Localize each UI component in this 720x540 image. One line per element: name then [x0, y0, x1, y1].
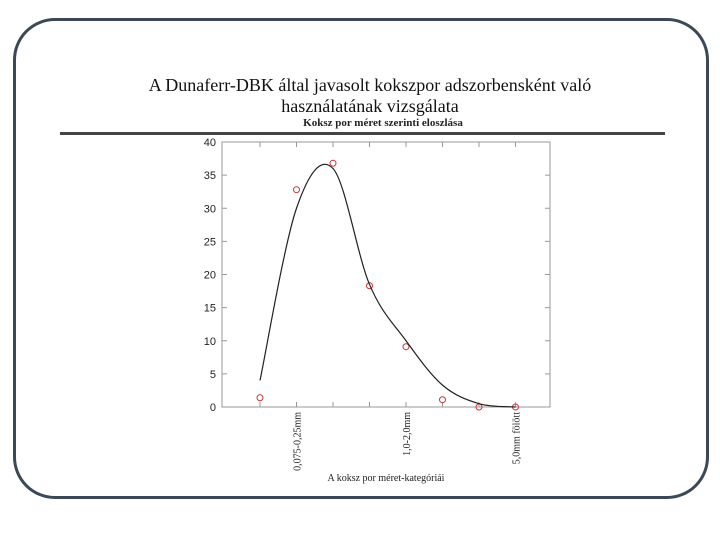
data-point	[439, 396, 446, 404]
chart-title: Koksz por méret szerinti eloszlása	[303, 117, 463, 129]
y-tick-label: 10	[204, 336, 216, 348]
data-point	[329, 159, 337, 167]
y-tick-label: 0	[210, 402, 216, 414]
plot-frame	[221, 141, 551, 408]
y-tick-label: 25	[204, 236, 216, 248]
y-tick-label: 40	[204, 137, 216, 149]
x-axis-label: A koksz por méret-kategóriái	[328, 473, 445, 484]
data-point	[256, 394, 264, 402]
slide-title: A Dunaferr-DBK által javasolt kokszpor a…	[148, 75, 592, 116]
x-tick-label: 5,0mm fölött	[512, 412, 523, 464]
fit-curve	[259, 163, 516, 408]
y-tick-label: 35	[204, 170, 216, 182]
y-tick-label: 5	[210, 369, 216, 381]
x-tick-label: 1,0-2,0mm	[402, 412, 413, 456]
y-tick-label: 15	[204, 303, 216, 315]
data-point	[402, 343, 410, 351]
data-point	[293, 186, 300, 194]
slide-frame	[13, 18, 709, 499]
x-tick-label: 0,075-0,25mm	[293, 412, 304, 471]
y-tick-label: 20	[204, 270, 216, 282]
y-tick-label: 30	[204, 203, 216, 215]
data-point	[366, 282, 373, 290]
title-rule	[60, 132, 665, 135]
